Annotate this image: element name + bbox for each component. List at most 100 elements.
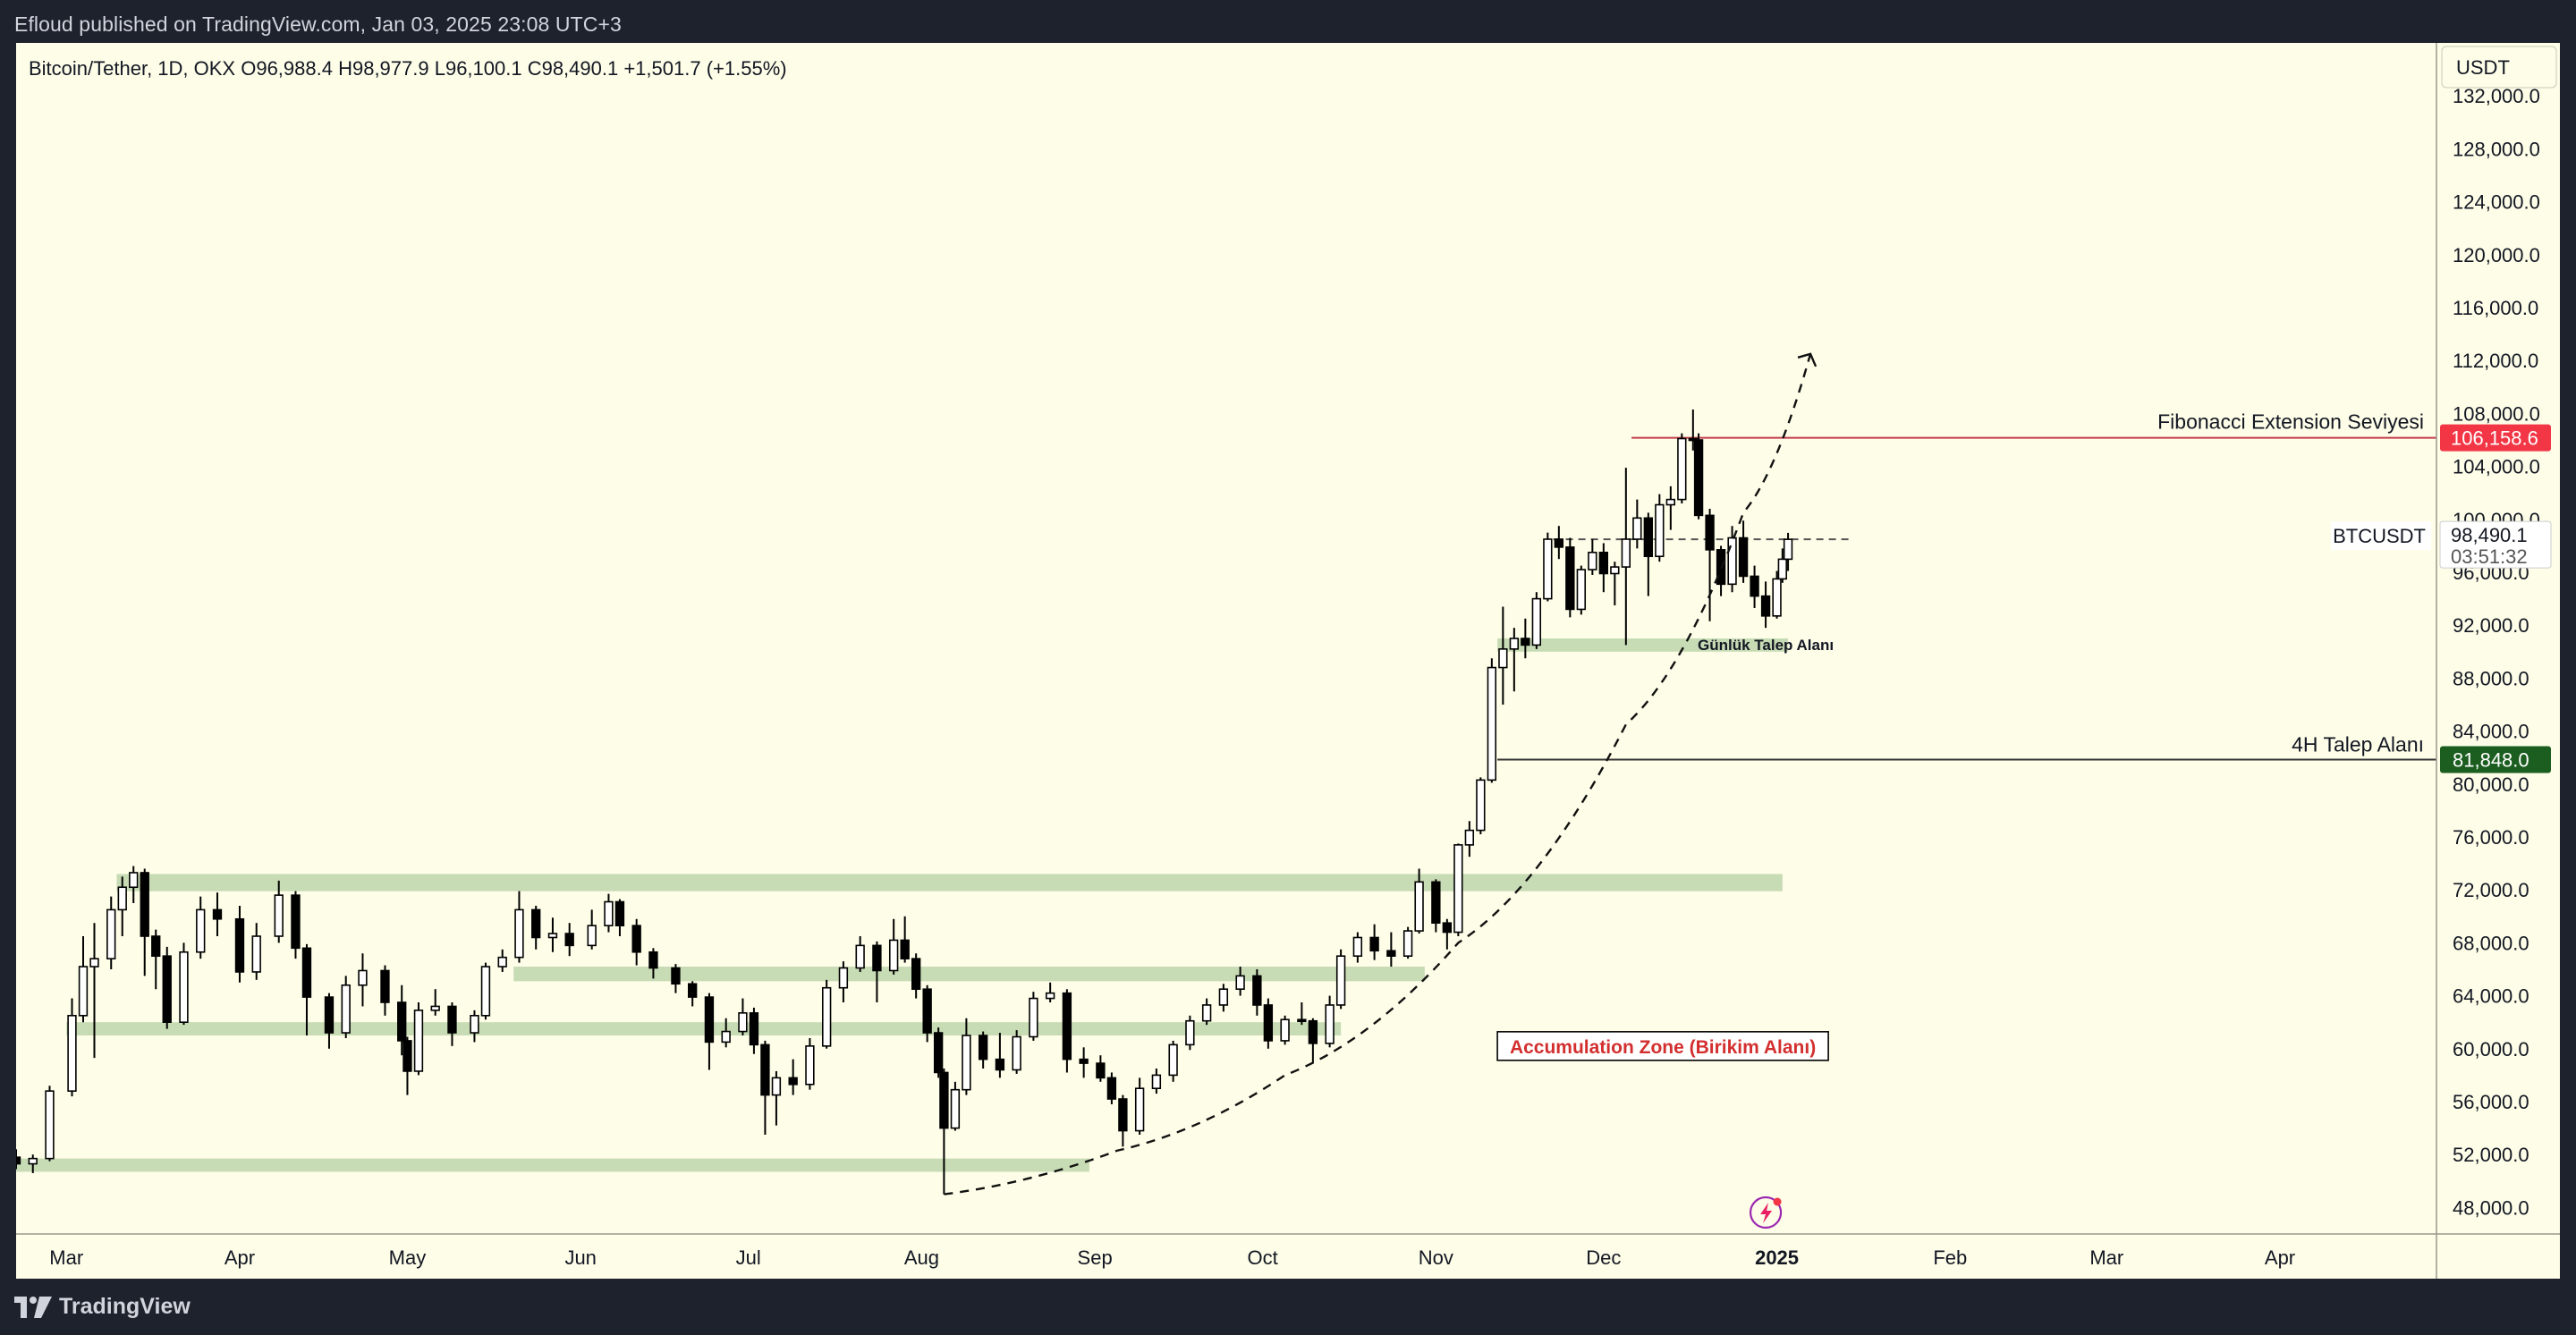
x-tick-label: 2025 [1755, 1246, 1799, 1269]
candle-body [1335, 955, 1346, 1006]
y-tick-label: 68,000.0 [2453, 932, 2529, 954]
candle-body [89, 958, 99, 967]
candle-body [1012, 1035, 1021, 1071]
x-tick-label: Jul [736, 1246, 761, 1269]
candle-body [1168, 1043, 1178, 1077]
candle-body [67, 1015, 77, 1092]
candle-body [838, 967, 849, 989]
fib-line-label: Fibonacci Extension Seviyesi [2157, 410, 2424, 434]
candle-body [1352, 936, 1363, 957]
zone-72k [116, 874, 1783, 891]
candle-body [447, 1005, 457, 1034]
candle-body [106, 908, 116, 959]
candle-body [1431, 881, 1441, 925]
candle-body [1531, 597, 1542, 646]
candle-body [1402, 930, 1413, 958]
zone-daily-demand [1497, 638, 1789, 652]
candle-body [1386, 950, 1396, 958]
y-tick-label: 64,000.0 [2453, 985, 2529, 1008]
candle-body [1598, 551, 1609, 575]
zone-65k [513, 967, 1425, 982]
candle-body [1772, 578, 1782, 617]
candle-body [1677, 437, 1687, 501]
candle-body [1263, 1004, 1274, 1042]
candle-body [995, 1058, 1005, 1071]
candle-body [1487, 666, 1497, 782]
candle-body [1665, 498, 1676, 506]
candle-body [704, 996, 715, 1043]
4h-line-label: 4H Talep Alanı [2292, 732, 2424, 756]
candle-body [358, 969, 368, 986]
y-tick-label: 120,000.0 [2453, 244, 2540, 266]
candle-body [1280, 1018, 1290, 1042]
currency-label: USDT [2456, 56, 2510, 79]
candle-body [196, 908, 206, 953]
accumulation-label: Accumulation Zone (Birikim Alanı) [1510, 1037, 1816, 1058]
symbol-badge [2331, 521, 2431, 551]
y-tick-label: 60,000.0 [2453, 1038, 2529, 1060]
candle-body [1727, 537, 1737, 586]
candle-body [179, 951, 189, 1024]
y-tick-label: 124,000.0 [2453, 191, 2540, 214]
candle-body [1588, 551, 1597, 570]
candle-body [402, 1040, 412, 1072]
candle-body [1235, 975, 1245, 991]
symbol-label: BTCUSDT [2333, 525, 2426, 547]
chart-svg[interactable]: 48,000.0 52,000.0 56,000.0 60,000.0 64,000.0… [16, 43, 2560, 1279]
last-price-label: 98,490.1 [2451, 524, 2528, 546]
candle-body [1218, 988, 1229, 1006]
y-tick-label: 80,000.0 [2453, 773, 2529, 796]
candle-body [380, 969, 390, 1003]
candle-body [1442, 922, 1453, 934]
candle-body [1297, 1018, 1307, 1023]
candle-body [28, 1157, 38, 1165]
y-tick-label: 108,000.0 [2453, 402, 2540, 425]
candle-body [1308, 1019, 1318, 1044]
candle-body [140, 872, 149, 937]
x-tick-label: Jun [564, 1246, 596, 1269]
candle-body [1777, 558, 1787, 580]
candle-body [531, 908, 541, 939]
x-tick-label: May [389, 1246, 427, 1269]
candle-body [564, 933, 574, 947]
countdown-label: 03:51:32 [2451, 545, 2528, 568]
candle-body [1576, 569, 1587, 611]
x-tick-label: Dec [1586, 1246, 1621, 1269]
candle-body [547, 933, 558, 939]
tradingview-logo-icon [14, 1296, 52, 1318]
4h-price-label: 81,848.0 [2453, 748, 2529, 771]
accumulation-box [1496, 1031, 1829, 1061]
x-tick-label: Feb [1933, 1246, 1967, 1269]
candle-body [1106, 1077, 1117, 1100]
candle-body [1096, 1062, 1106, 1079]
candle-body [413, 1010, 424, 1072]
candle-body [922, 988, 932, 1034]
candle-body [1079, 1058, 1089, 1064]
candle-body [117, 886, 127, 911]
candle-body [1476, 779, 1486, 832]
candle-body [1369, 936, 1379, 952]
lightning-icon [1749, 1196, 1783, 1229]
candle-body [648, 951, 658, 969]
candle-body [821, 986, 832, 1047]
candle-body [1414, 881, 1424, 932]
candle-body [78, 966, 89, 1017]
candle-body [1565, 546, 1575, 611]
candle-body [911, 958, 921, 991]
x-tick-label: Mar [2089, 1246, 2123, 1269]
ohlc-legend: Bitcoin/Tether, 1D, OKX O96,988.4 H98,97… [29, 57, 787, 80]
y-tick-label: 84,000.0 [2453, 721, 2529, 743]
fib-price-label: 106,158.6 [2451, 427, 2538, 450]
x-tick-label: Apr [2265, 1246, 2295, 1269]
candle-body [497, 956, 507, 967]
candle-body [45, 1090, 55, 1160]
candle-body [430, 1005, 440, 1011]
candle-body [1783, 538, 1793, 561]
candle-body [950, 1088, 961, 1129]
y-tick-label: 48,000.0 [2453, 1196, 2529, 1219]
candle-body [749, 1012, 759, 1046]
y-tick-label: 116,000.0 [2453, 297, 2538, 319]
candle-body [162, 955, 172, 1024]
candle-body [397, 1001, 407, 1042]
tradingview-brand[interactable]: TradingView [14, 1294, 191, 1320]
